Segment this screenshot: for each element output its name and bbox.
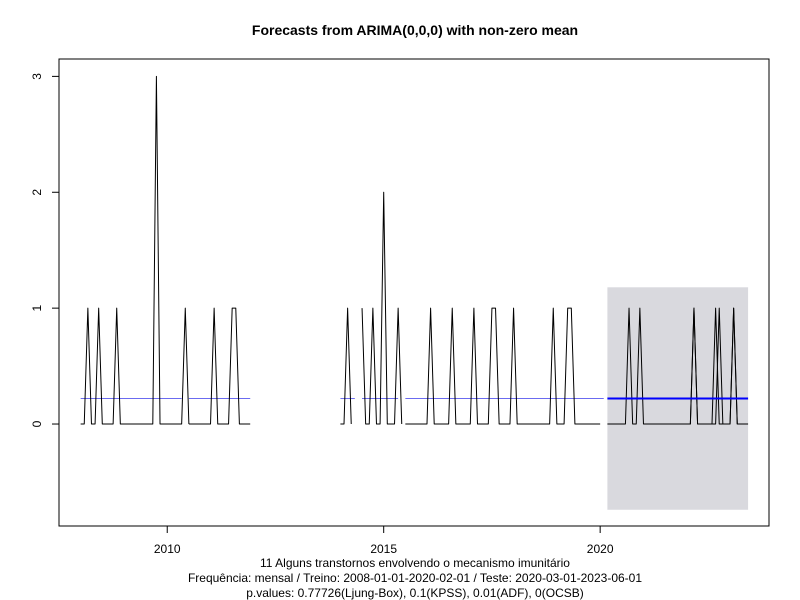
test-series-line [607, 307, 745, 425]
axis-layer: 2010 2015 2020 0 1 2 3 [30, 73, 614, 556]
caption-pvalues: p.values: 0.77726(Ljung-Box), 0.1(KPSS),… [246, 586, 583, 600]
observed-series-segment-2 [340, 307, 352, 425]
observed-series-segment-1 [188, 307, 251, 425]
observed-series-segment-4 [405, 307, 601, 425]
chart-title: Forecasts from ARIMA(0,0,0) with non-zer… [252, 22, 578, 38]
observed-series-segment-3 [361, 191, 403, 425]
y-tick-label: 2 [30, 189, 44, 196]
y-tick-label: 0 [30, 420, 44, 427]
observed-series-segment-0 [80, 75, 190, 425]
y-tick-label: 1 [30, 304, 44, 311]
y-tick-label: 3 [30, 73, 44, 80]
x-tick-label: 2020 [587, 542, 614, 556]
series-layer [80, 75, 749, 425]
caption-frequency: Frequência: mensal / Treino: 2008-01-01-… [188, 571, 642, 585]
caption-series-name: 11 Alguns transtornos envolvendo o mecan… [260, 556, 570, 570]
x-tick-label: 2010 [154, 542, 181, 556]
x-tick-label: 2015 [370, 542, 397, 556]
